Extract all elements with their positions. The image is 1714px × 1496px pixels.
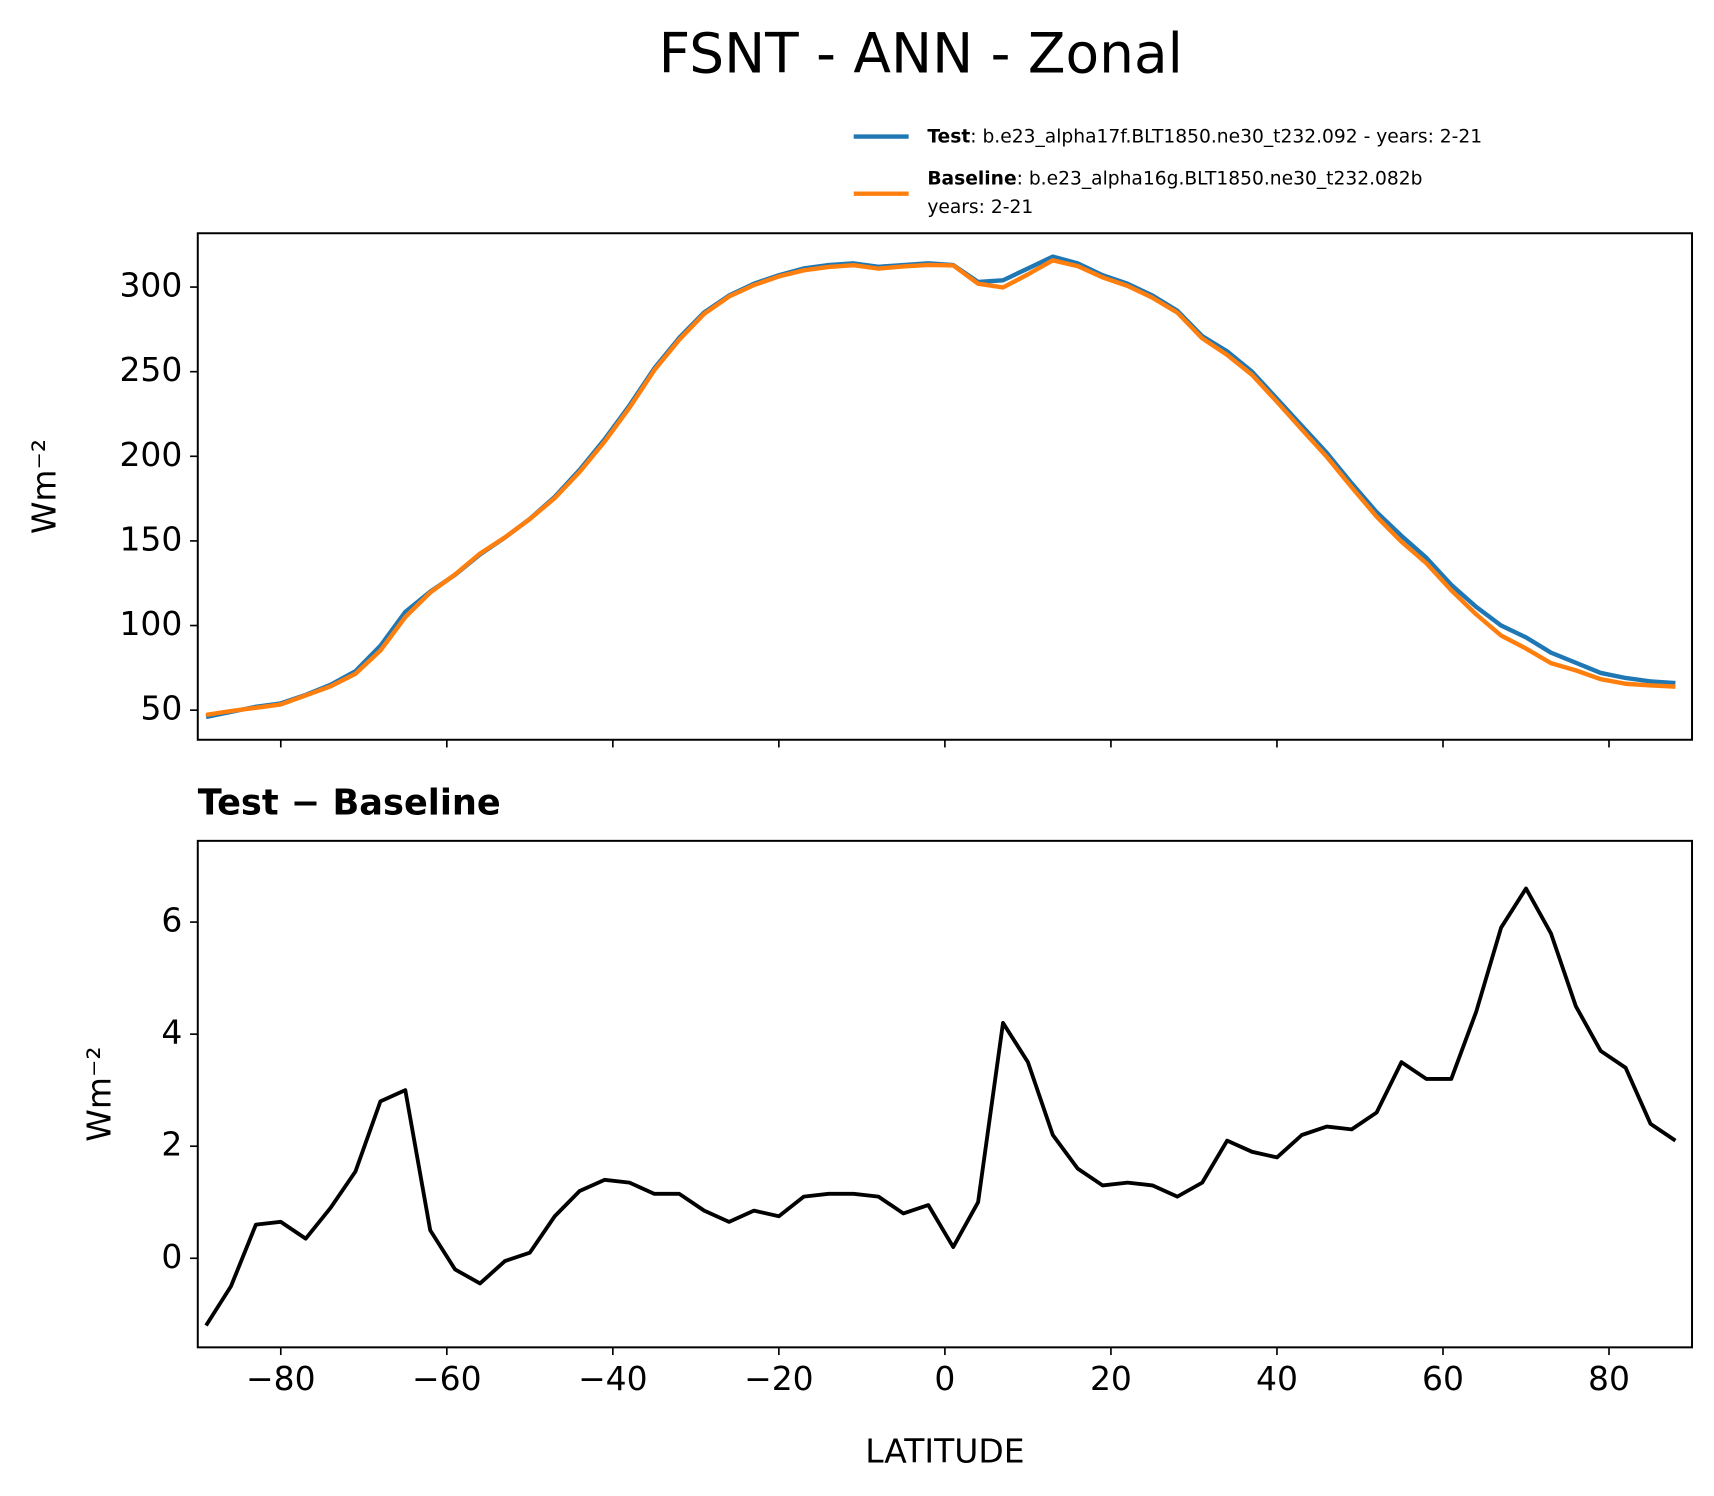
- y-tick-label: 200: [119, 435, 182, 474]
- subplot-title: Test − Baseline: [198, 783, 501, 824]
- axes-frame: [196, 839, 1694, 1349]
- y-axis-label: Wm⁻²: [25, 439, 64, 534]
- legend-text: : b.e23_alpha16g.BLT1850.ne30_t232.082b: [1017, 168, 1423, 189]
- y-tick-label: 2: [161, 1125, 182, 1164]
- x-tick-label: 0: [934, 1359, 955, 1398]
- y-tick-label: 150: [119, 519, 182, 558]
- x-tick-label: −60: [412, 1359, 482, 1398]
- legend-name: Test: [927, 126, 970, 147]
- x-tick-label: −20: [744, 1359, 814, 1398]
- data-line: [205, 254, 1676, 720]
- x-tick-label: 20: [1090, 1359, 1132, 1398]
- legend-name: Baseline: [927, 168, 1016, 189]
- data-line: [204, 886, 1677, 1327]
- x-tick-label: −80: [246, 1359, 316, 1398]
- legend-label: Test: b.e23_alpha17f.BLT1850.ne30_t232.0…: [927, 126, 1482, 147]
- figure-title: FSNT - ANN - Zonal: [659, 22, 1183, 86]
- x-tick-label: 40: [1256, 1359, 1298, 1398]
- y-tick-label: 300: [119, 266, 182, 305]
- y-tick-label: 100: [119, 604, 182, 643]
- legend-text: : b.e23_alpha17f.BLT1850.ne30_t232.092 -…: [970, 126, 1482, 147]
- data-line: [205, 258, 1676, 718]
- y-tick-label: 6: [161, 901, 182, 940]
- y-axis-label: Wm⁻²: [80, 1046, 119, 1141]
- legend-text: years: 2-21: [927, 196, 1033, 217]
- x-tick-label: −40: [578, 1359, 648, 1398]
- x-axis-label: LATITUDE: [865, 1431, 1024, 1470]
- y-tick-label: 4: [161, 1013, 182, 1052]
- legend-label: Baseline: b.e23_alpha16g.BLT1850.ne30_t2…: [927, 168, 1422, 218]
- plot-area: [205, 254, 1676, 720]
- x-tick-label: 80: [1588, 1359, 1630, 1398]
- y-tick-label: 250: [119, 350, 182, 389]
- y-tick-label: 0: [161, 1237, 182, 1276]
- x-tick-label: 60: [1422, 1359, 1464, 1398]
- y-tick-label: 50: [140, 689, 182, 728]
- plot-area: [204, 886, 1677, 1327]
- axes-frame: [196, 232, 1694, 741]
